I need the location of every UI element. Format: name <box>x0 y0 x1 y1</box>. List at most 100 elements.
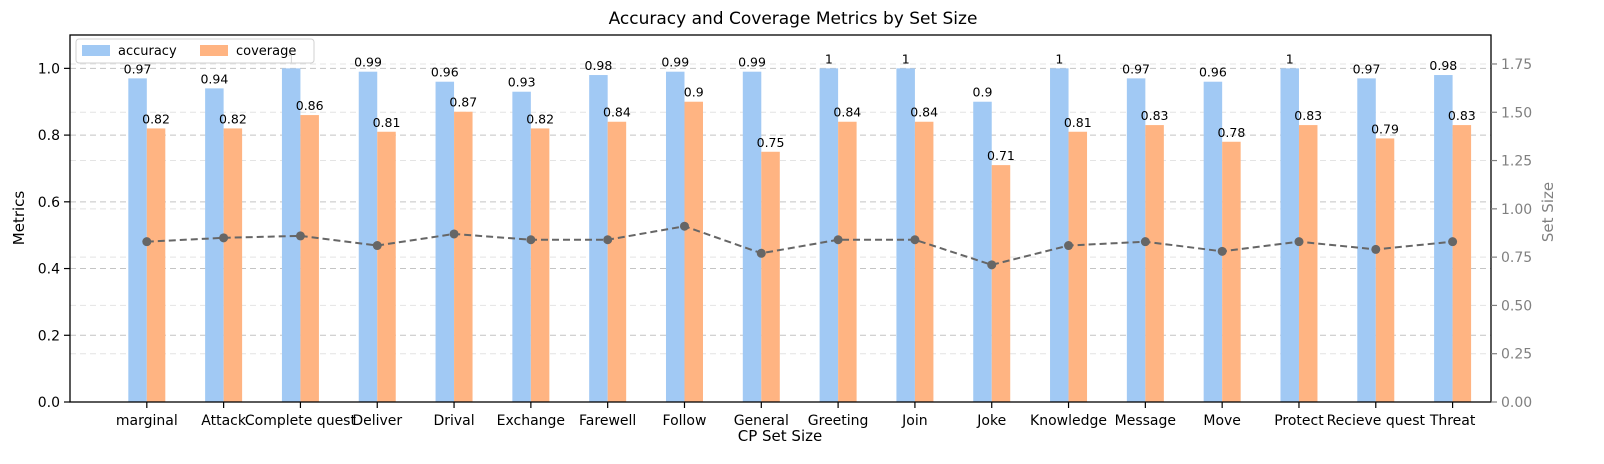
x-tick-label-0: marginal <box>116 413 178 429</box>
data-label-coverage-15: 0.83 <box>1294 108 1322 123</box>
x-tick-label-15: Protect <box>1274 413 1324 429</box>
set-size-point-13 <box>1140 237 1150 247</box>
x-tick-label-5: Exchange <box>497 413 565 429</box>
bar-accuracy-14 <box>1203 81 1223 402</box>
data-label-accuracy-11: 0.9 <box>973 85 993 100</box>
data-label-accuracy-4: 0.96 <box>431 65 459 80</box>
bar-accuracy-10 <box>896 68 915 402</box>
data-label-coverage-0: 0.82 <box>142 111 170 126</box>
data-label-coverage-7: 0.9 <box>684 85 704 100</box>
set-size-point-0 <box>142 237 152 247</box>
bar-coverage-13 <box>1145 125 1164 402</box>
bar-accuracy-8 <box>742 71 762 402</box>
data-label-coverage-12: 0.81 <box>1064 115 1092 130</box>
y-tick-label-0: 0.0 <box>38 395 60 411</box>
legend-box <box>75 38 315 64</box>
set-size-line <box>146 225 1453 266</box>
data-label-coverage-14: 0.78 <box>1217 125 1245 140</box>
data-label-accuracy-7: 0.99 <box>661 55 689 70</box>
set-size-point-5 <box>526 235 536 245</box>
set-size-point-3 <box>372 241 382 251</box>
x-tick-label-1: Attack <box>201 413 247 429</box>
bar-coverage-16 <box>1375 138 1395 402</box>
data-label-accuracy-3: 0.99 <box>354 55 382 70</box>
x-tick-label-10: Join <box>901 413 927 429</box>
set-size-point-14 <box>1217 246 1227 256</box>
legend-swatch-accuracy <box>82 45 110 56</box>
bar-coverage-11 <box>991 165 1011 402</box>
data-label-accuracy-6: 0.98 <box>585 58 613 73</box>
x-tick-label-16: Recieve quest <box>1327 413 1426 429</box>
data-label-coverage-5: 0.82 <box>526 111 554 126</box>
x-tick-label-2: Complete quest <box>245 413 357 429</box>
data-label-accuracy-10: 1 <box>902 51 910 66</box>
data-label-coverage-10: 0.84 <box>910 105 938 120</box>
bar-coverage-0 <box>146 128 166 402</box>
legend: accuracy coverage <box>75 38 315 64</box>
set-size-point-15 <box>1294 237 1304 247</box>
bar-coverage-5 <box>530 128 550 402</box>
bar-coverage-17 <box>1452 125 1472 402</box>
bars <box>128 68 1472 403</box>
bar-coverage-4 <box>454 111 473 403</box>
data-label-accuracy-16: 0.97 <box>1353 61 1381 76</box>
data-label-coverage-4: 0.87 <box>449 95 477 110</box>
y2-tick-label-2: 0.50 <box>1501 298 1532 314</box>
bar-coverage-14 <box>1222 141 1241 402</box>
data-label-coverage-3: 0.81 <box>373 115 401 130</box>
data-label-accuracy-9: 1 <box>825 51 833 66</box>
bar-coverage-15 <box>1298 125 1318 402</box>
x-tick-label-8: General <box>734 413 789 429</box>
data-label-accuracy-17: 0.98 <box>1429 58 1457 73</box>
data-label-coverage-11: 0.71 <box>987 148 1015 163</box>
set-size-point-11 <box>987 260 997 270</box>
y-tick-label-5: 1.0 <box>38 61 60 77</box>
x-tick-label-12: Knowledge <box>1030 413 1107 429</box>
y-axis-right: 0.00 0.25 0.50 0.75 1.00 1.25 1.50 1.75 <box>1491 57 1532 411</box>
bar-accuracy-13 <box>1126 78 1146 402</box>
x-tick-label-3: Deliver <box>352 413 402 429</box>
bar-accuracy-0 <box>128 78 147 402</box>
set-size-point-10 <box>910 235 920 245</box>
bar-accuracy-3 <box>358 71 378 402</box>
set-size-line-group <box>142 221 1458 270</box>
y2-axis-label: Set Size <box>1539 182 1557 242</box>
bar-coverage-12 <box>1068 131 1088 402</box>
set-size-point-2 <box>295 231 305 241</box>
y2-tick-label-4: 1.00 <box>1501 202 1532 218</box>
x-tick-label-17: Threat <box>1429 413 1476 429</box>
legend-swatch-coverage <box>200 45 228 56</box>
set-size-point-9 <box>833 235 843 245</box>
bar-accuracy-17 <box>1434 75 1453 402</box>
bar-accuracy-7 <box>665 71 685 402</box>
data-label-accuracy-12: 1 <box>1055 51 1063 66</box>
x-tick-label-14: Move <box>1203 413 1241 429</box>
bar-coverage-7 <box>684 101 703 403</box>
y2-tick-label-3: 0.75 <box>1501 250 1532 266</box>
y-axis-left: 0.0 0.2 0.4 0.6 0.8 1.0 <box>38 61 70 411</box>
y2-tick-label-1: 0.25 <box>1501 347 1532 363</box>
data-label-coverage-6: 0.84 <box>603 105 631 120</box>
set-size-point-16 <box>1371 244 1381 254</box>
data-label-coverage-9: 0.84 <box>833 105 861 120</box>
bar-accuracy-6 <box>589 75 608 402</box>
set-size-point-1 <box>219 233 229 243</box>
data-label-coverage-13: 0.83 <box>1141 108 1169 123</box>
x-tick-label-9: Greeting <box>808 413 869 429</box>
data-label-coverage-1: 0.82 <box>219 111 247 126</box>
y-tick-label-1: 0.2 <box>38 328 60 344</box>
data-label-coverage-16: 0.79 <box>1371 121 1399 136</box>
bar-coverage-9 <box>838 121 857 402</box>
y2-tick-label-0: 0.00 <box>1501 395 1532 411</box>
grid-lines <box>70 63 1491 355</box>
data-labels: 0.97 0.82 0.94 0.82 1 0.86 0.99 0.81 0.96 0.87 0.9… <box>124 51 1476 163</box>
data-label-accuracy-5: 0.93 <box>508 75 536 90</box>
bar-accuracy-16 <box>1357 78 1376 402</box>
bar-coverage-10 <box>914 121 934 402</box>
y-axis-label: Metrics <box>10 191 28 246</box>
data-label-accuracy-13: 0.97 <box>1122 61 1150 76</box>
bar-accuracy-4 <box>435 81 455 402</box>
data-label-coverage-17: 0.83 <box>1448 108 1476 123</box>
x-axis-label: CP Set Size <box>738 427 822 445</box>
